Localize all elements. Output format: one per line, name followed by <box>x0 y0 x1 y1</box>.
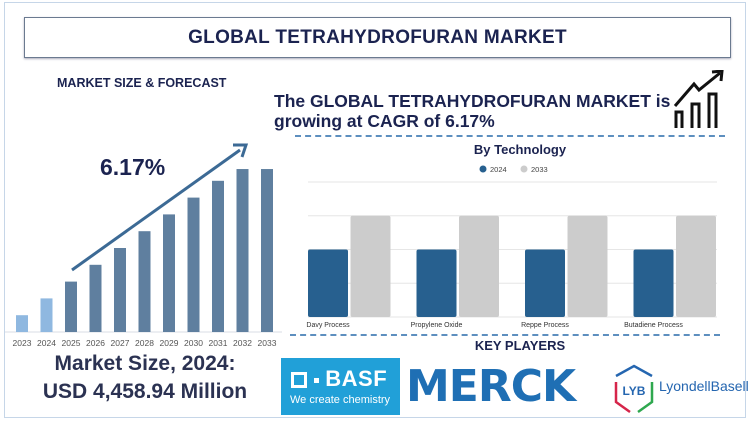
legend-marker-2033 <box>520 165 528 173</box>
basf-tagline: We create chemistry <box>290 394 391 406</box>
lyb-mark: LYB <box>623 384 646 398</box>
lyondellbasell-logo: LYB <box>614 364 654 414</box>
market-size-text: Market Size, 2024: USD 4,458.94 Million <box>20 350 270 406</box>
page-frame <box>4 2 746 418</box>
trend-arrow-head <box>233 143 249 158</box>
tick-label-2029: 2029 <box>160 338 179 348</box>
bar-propylene-oxide-2033 <box>459 215 499 317</box>
tick-label-2032: 2032 <box>233 338 252 348</box>
market-forecast-chart: 2023 2024 2025 2026 2027 2028 2029 2030 2031 2032… <box>5 143 282 348</box>
technology-chart-title: By Technology <box>473 142 567 157</box>
basf-logo: BASF We create chemistry <box>281 358 400 415</box>
category-label: Propylene Oxide <box>411 322 463 329</box>
divider-middle <box>290 334 720 336</box>
legend-marker-2024 <box>479 165 487 173</box>
tick-label-2031: 2031 <box>209 338 228 348</box>
section-title-market-size: MARKET SIZE & FORECAST <box>57 76 227 90</box>
legend-label-2024: 2024 <box>490 165 507 174</box>
trend-arrow <box>71 148 241 272</box>
tick-label-2028: 2028 <box>135 338 154 348</box>
bar-butadiene-process-2024 <box>633 249 674 317</box>
divider-top <box>295 135 725 137</box>
bar-2029 <box>163 214 175 332</box>
tick-label-2023: 2023 <box>13 338 32 348</box>
tick-label-2030: 2030 <box>184 338 203 348</box>
bar-reppe-process-2024 <box>525 249 565 317</box>
tick-label-2027: 2027 <box>111 338 130 348</box>
cagr-annotation: 6.17% <box>100 154 166 180</box>
bar-butadiene-process-2033 <box>676 215 716 317</box>
bar-propylene-oxide-2024 <box>416 249 457 317</box>
market-size-label: Market Size, 2024: <box>54 352 236 375</box>
growth-chart-icon <box>673 70 724 128</box>
category-label: Butadiene Process <box>624 322 683 329</box>
lyondellbasell-name: LyondellBasell <box>659 378 749 394</box>
technology-chart: 2024 2033 Davy Process Propylene Oxide Reppe… <box>306 165 717 329</box>
cagr-headline: The GLOBAL TETRAHYDROFURAN MARKET is gro… <box>274 91 671 131</box>
bar-2027 <box>114 248 126 332</box>
bar-2024 <box>40 298 53 332</box>
bar-2031 <box>212 180 224 332</box>
page-title: GLOBAL TETRAHYDROFURAN MARKET <box>24 17 731 58</box>
category-label: Davy Process <box>306 322 350 329</box>
tick-label-2025: 2025 <box>62 338 81 348</box>
merck-logo: MERCK <box>406 361 576 412</box>
category-label: Reppe Process <box>521 322 569 329</box>
market-size-value: USD 4,458.94 Million <box>42 380 248 403</box>
tick-label-2026: 2026 <box>86 338 105 348</box>
bar-2028 <box>138 231 151 332</box>
bar-2025 <box>65 281 77 332</box>
legend-label-2033: 2033 <box>531 165 548 174</box>
bar-2032 <box>236 169 249 332</box>
key-players-title: KEY PLAYERS <box>474 338 566 353</box>
bar-davy-process-2024 <box>308 249 348 317</box>
bar-2033 <box>261 169 273 332</box>
bar-2030 <box>187 197 200 332</box>
bar-2026 <box>89 264 102 332</box>
bar-reppe-process-2033 <box>567 215 608 317</box>
tick-label-2033: 2033 <box>258 338 277 348</box>
bar-davy-process-2033 <box>350 215 391 317</box>
bar-2023 <box>16 315 28 332</box>
tick-label-2024: 2024 <box>37 338 56 348</box>
basf-name: BASF <box>325 366 388 391</box>
